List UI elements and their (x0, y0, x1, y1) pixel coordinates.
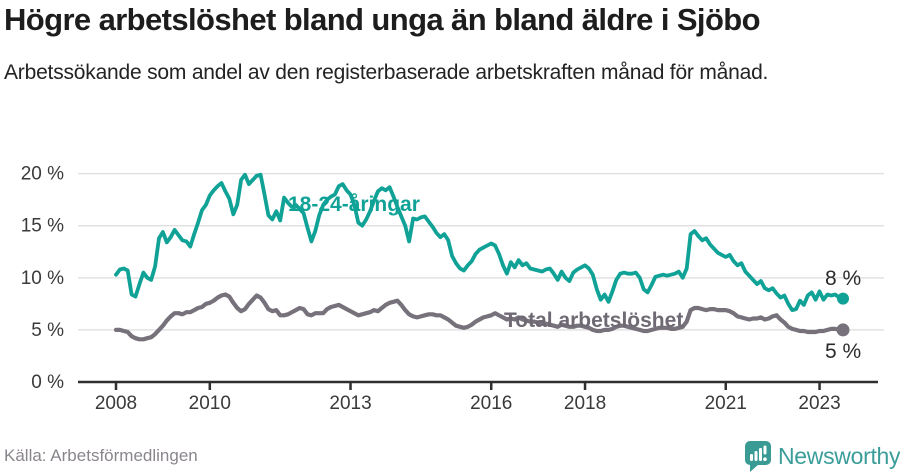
x-tick-label: 2023 (798, 393, 840, 414)
series-label-youth: 18-24-åringar (288, 193, 420, 216)
series-line (114, 172, 845, 313)
x-tick-label: 2021 (705, 393, 747, 414)
y-tick-label: 20 % (21, 164, 64, 185)
newsworthy-logo-icon (745, 441, 771, 472)
end-value-label-total: 5 % (825, 340, 861, 363)
series-end-dot (836, 323, 850, 337)
newsworthy-wordmark: Newsworthy (778, 443, 900, 469)
y-tick-label: 5 % (31, 320, 64, 341)
page-subtitle: Arbetssökande som andel av den registerb… (4, 61, 769, 84)
series-end-dot (837, 292, 849, 305)
y-tick-label: 0 % (31, 372, 64, 393)
series-label-total: Total arbetslöshet (504, 309, 683, 332)
x-tick-label: 2016 (470, 393, 512, 414)
series-end-dots (836, 292, 850, 337)
x-tick-label: 2018 (564, 393, 606, 414)
series-line (113, 292, 846, 342)
series-lines (113, 172, 846, 342)
y-tick-label: 15 % (21, 216, 64, 237)
x-tick-label: 2010 (189, 393, 231, 414)
end-value-label-youth: 8 % (825, 267, 861, 290)
x-tick-label: 2008 (95, 393, 137, 414)
source-note: Källa: Arbetsförmedlingen (4, 446, 198, 465)
page-title: Högre arbetslöshet bland unga än bland ä… (4, 2, 761, 37)
x-axis: 2008 2010 2013 2016 2018 2021 2023 (78, 380, 878, 414)
y-tick-label: 10 % (21, 268, 64, 289)
x-tick-label: 2013 (329, 393, 371, 414)
